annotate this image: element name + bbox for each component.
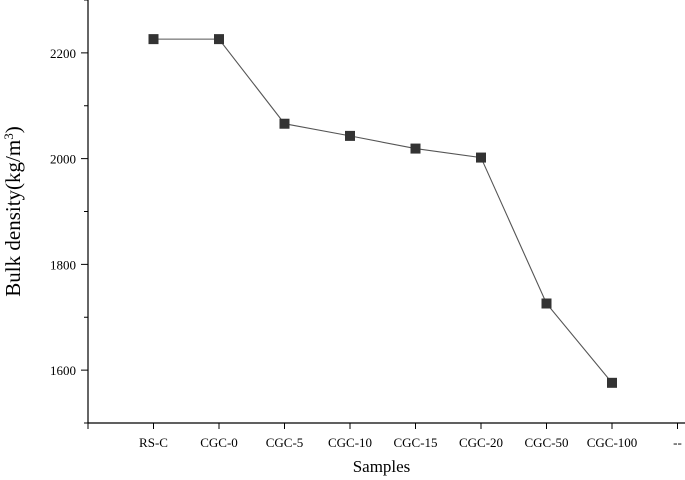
axes (87, 0, 685, 424)
x-tick-label: RS-C (139, 435, 168, 450)
x-tick-label: CGC-50 (524, 435, 568, 450)
data-point (214, 34, 224, 45)
y-axis-title: Bulk density(kg/m3) (1, 126, 26, 296)
data-point (279, 118, 290, 129)
y-axis-title-close: ) (1, 126, 25, 133)
y-axis-title-base: Bulk density(kg/m (1, 140, 25, 297)
data-point (607, 377, 617, 388)
y-tick-label: 1600 (50, 363, 76, 378)
x-tick-label: CGC-5 (266, 435, 304, 450)
x-tick-label: -- (673, 435, 682, 450)
x-tick-label: CGC-100 (587, 435, 638, 450)
y-tick-label: 2200 (50, 46, 76, 61)
x-tick-label: CGC-0 (200, 435, 238, 450)
y-axis-title-superscript: 3 (1, 133, 16, 140)
data-point (345, 130, 355, 141)
x-tick-label: CGC-15 (393, 435, 437, 450)
data-point (541, 298, 552, 309)
x-ticks: RS-C CGC-0 CGC-5 CGC-10 CGC-15 CGC-20 CGC-50 CG… (87, 423, 682, 450)
y-tick-label: 1800 (50, 257, 76, 272)
data-point (410, 143, 421, 154)
x-tick-label: CGC-10 (328, 435, 372, 450)
x-axis-title: Samples (353, 457, 411, 476)
y-ticks: 1600 1800 2000 2200 (50, 0, 88, 424)
series (148, 34, 617, 388)
x-tick-label: CGC-20 (459, 435, 503, 450)
data-point (476, 152, 486, 163)
series-line (153, 38, 613, 384)
y-tick-label: 2000 (50, 152, 76, 167)
data-point (148, 34, 159, 45)
